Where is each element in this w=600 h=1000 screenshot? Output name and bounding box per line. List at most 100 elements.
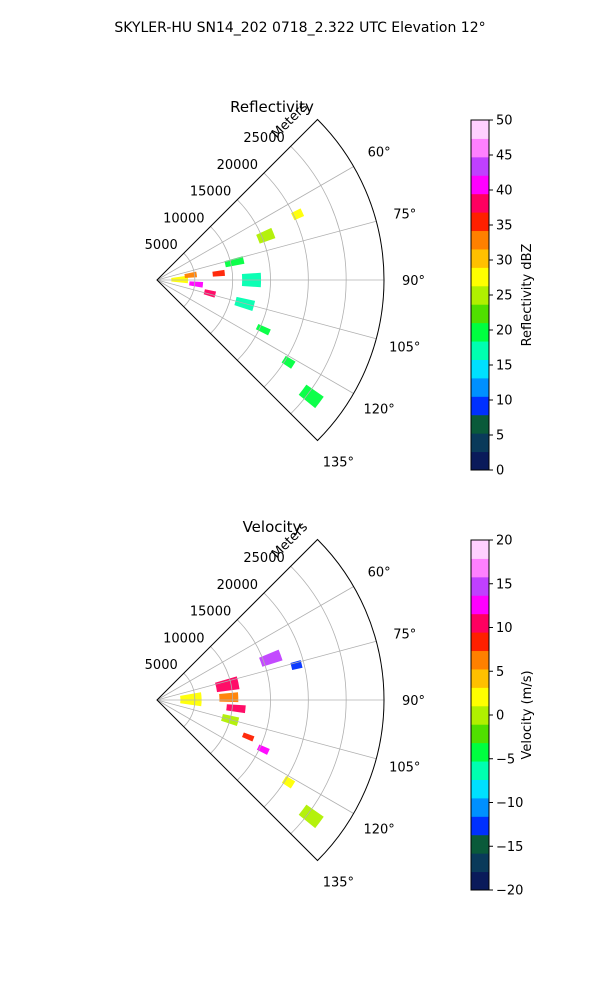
velocity-echo-cell <box>281 776 296 789</box>
velocity-azimuth-gridline <box>156 699 377 760</box>
velocity-azimuth-tick-label: 60° <box>368 566 391 581</box>
reflectivity-title: Reflectivity <box>230 98 314 116</box>
reflectivity-colorbar-swatch <box>471 230 489 250</box>
velocity-colorbar-tick-label: −10 <box>496 796 523 811</box>
velocity-colorbar-tick-label: −20 <box>496 884 523 899</box>
velocity-range-tick-label: 20000 <box>217 578 258 593</box>
reflectivity-colorbar-swatch <box>471 248 489 268</box>
reflectivity-echo-cell <box>298 384 324 409</box>
velocity-azimuth-tick-label: 105° <box>389 760 420 775</box>
velocity-colorbar-swatch <box>471 613 489 633</box>
reflectivity-colorbar-swatch <box>471 267 489 287</box>
velocity-colorbar-label: Velocity (m/s) <box>520 670 535 759</box>
velocity-colorbar-swatch <box>471 761 489 780</box>
velocity-azimuth-tick-label: 135° <box>323 875 354 890</box>
reflectivity-echo-cell <box>224 256 245 268</box>
reflectivity-echo-cell <box>281 355 296 369</box>
reflectivity-azimuth-tick-label: 135° <box>323 455 354 470</box>
reflectivity-azimuth-tick-label: 105° <box>389 340 420 355</box>
reflectivity-colorbar-swatch <box>471 304 489 324</box>
velocity-colorbar-swatch <box>471 558 489 578</box>
reflectivity-colorbar-tick-label: 25 <box>496 289 513 304</box>
velocity-colorbar-swatch <box>471 853 489 873</box>
reflectivity-colorbar-swatch <box>471 285 489 305</box>
reflectivity-azimuth-gridline <box>156 166 354 281</box>
velocity-colorbar-tick-label: 15 <box>496 577 513 592</box>
velocity-azimuth-tick-label: 75° <box>393 628 416 643</box>
velocity-colorbar-swatch <box>471 650 489 670</box>
reflectivity-colorbar-tick-label: 45 <box>496 149 513 164</box>
reflectivity-colorbar-swatch <box>471 396 489 416</box>
velocity-colorbar-swatch <box>471 668 489 688</box>
velocity-colorbar-swatch <box>471 595 489 615</box>
reflectivity-colorbar-swatch <box>471 414 489 434</box>
reflectivity-range-tick-label: 20000 <box>217 158 258 173</box>
velocity-azimuth-tick-label: 120° <box>363 822 394 837</box>
reflectivity-echo-cell <box>255 324 271 336</box>
reflectivity-azimuth-gridline <box>156 279 377 340</box>
velocity-range-tick-label: 10000 <box>163 631 204 646</box>
reflectivity-echo-cell <box>234 296 256 311</box>
velocity-colorbar-tick-label: 10 <box>496 621 513 636</box>
velocity-colorbar-swatch <box>471 540 489 559</box>
velocity-panel: Velocity500010000150002000025000Meters60… <box>145 518 535 899</box>
reflectivity-sector-outline <box>156 118 385 442</box>
reflectivity-colorbar-swatch <box>471 212 489 232</box>
velocity-colorbar-swatch <box>471 705 489 725</box>
reflectivity-colorbar-tick-label: 0 <box>496 464 504 479</box>
reflectivity-azimuth-tick-label: 120° <box>363 402 394 417</box>
velocity-colorbar-tick-label: 0 <box>496 709 504 724</box>
reflectivity-colorbar-swatch <box>471 138 489 158</box>
velocity-colorbar-tick-label: −15 <box>496 840 523 855</box>
velocity-colorbar-tick-label: 5 <box>496 665 504 680</box>
velocity-colorbar-swatch <box>471 834 489 854</box>
velocity-range-tick-label: 15000 <box>190 605 231 620</box>
reflectivity-range-tick-label: 10000 <box>163 211 204 226</box>
reflectivity-colorbar-tick-label: 35 <box>496 219 513 234</box>
reflectivity-colorbar-swatch <box>471 156 489 176</box>
reflectivity-grid <box>156 145 384 415</box>
reflectivity-range-tick-label: 25000 <box>243 131 284 146</box>
reflectivity-colorbar-swatch <box>471 120 489 139</box>
reflectivity-colorbar-swatch <box>471 341 489 360</box>
reflectivity-azimuth-tick-label: 75° <box>393 208 416 223</box>
velocity-range-tick-label: 25000 <box>243 551 284 566</box>
reflectivity-colorbar-swatch <box>471 451 489 471</box>
reflectivity-colorbar-swatch <box>471 322 489 342</box>
velocity-colorbar-tick-label: 20 <box>496 534 513 549</box>
velocity-echo-cell <box>259 649 283 667</box>
reflectivity-colorbar-tick-label: 30 <box>496 254 513 269</box>
reflectivity-range-tick-label: 15000 <box>190 185 231 200</box>
velocity-echo-cell <box>226 704 246 714</box>
velocity-colorbar-swatch <box>471 632 489 652</box>
velocity-colorbar-swatch <box>471 724 489 744</box>
reflectivity-colorbar-swatch <box>471 175 489 195</box>
velocity-echo-cell <box>215 676 240 693</box>
reflectivity-colorbar-tick-label: 15 <box>496 359 513 374</box>
velocity-colorbar-swatch <box>471 576 489 596</box>
velocity-echo-cell <box>180 692 202 707</box>
velocity-azimuth-tick-label: 90° <box>402 694 425 709</box>
figure-suptitle: SKYLER-HU SN14_202 0718_2.322 UTC Elevat… <box>114 20 485 36</box>
reflectivity-echo-cell <box>256 227 276 244</box>
reflectivity-colorbar-swatch <box>471 193 489 213</box>
velocity-azimuth-gridline <box>156 586 354 701</box>
reflectivity-range-tick-label: 5000 <box>145 238 178 253</box>
reflectivity-echo-cell <box>171 275 189 284</box>
reflectivity-colorbar-tick-label: 20 <box>496 324 513 339</box>
velocity-azimuth-gridline <box>156 699 354 814</box>
reflectivity-colorbar-swatch <box>471 433 489 453</box>
reflectivity-echo-cell <box>184 271 198 279</box>
velocity-colorbar-swatch <box>471 779 489 799</box>
reflectivity-colorbar-swatch <box>471 377 489 397</box>
velocity-range-tick-label: 5000 <box>145 658 178 673</box>
reflectivity-colorbar: 0 5 10 15 20 25 30 35 40 45 50 Reflectivity dBZ <box>470 114 535 479</box>
velocity-colorbar-swatch <box>471 871 489 891</box>
velocity-sector-outline <box>156 538 385 862</box>
reflectivity-colorbar-swatch <box>471 359 489 379</box>
reflectivity-azimuth-gridline <box>156 220 377 281</box>
velocity-colorbar-swatch <box>471 742 489 762</box>
reflectivity-echo-cell <box>189 281 204 288</box>
